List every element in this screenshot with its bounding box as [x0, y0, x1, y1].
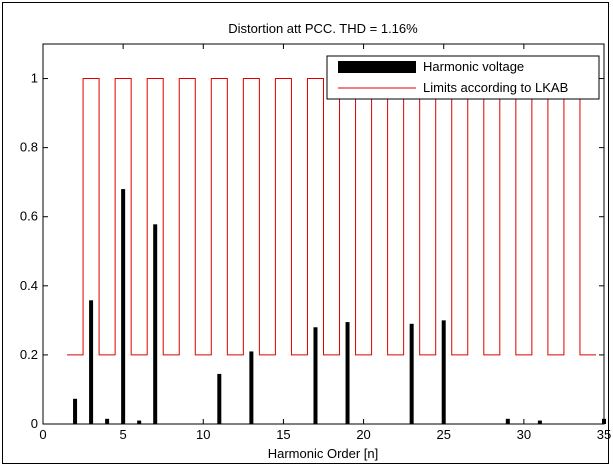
harmonic-bar [537, 420, 542, 424]
x-tick-label: 10 [196, 427, 210, 442]
x-tick-label: 20 [356, 427, 370, 442]
legend: Harmonic voltage Limits according to LKA… [326, 55, 600, 100]
y-tick-label: 0.6 [20, 209, 38, 224]
harmonic-bar [505, 418, 510, 424]
legend-label-limits: Limits according to LKAB [423, 80, 568, 95]
y-tick-label: 0.4 [20, 278, 38, 293]
x-tick-label: 35 [597, 427, 611, 442]
x-tick-label: 30 [517, 427, 531, 442]
harmonic-bar [153, 224, 158, 424]
harmonic-bar [121, 189, 126, 424]
harmonic-bar [249, 351, 254, 424]
y-tick-label: 0 [31, 416, 38, 431]
harmonic-bar [409, 323, 414, 424]
harmonic-bar [89, 300, 94, 424]
y-tick-label: 1 [31, 71, 38, 86]
x-axis-label: Harmonic Order [n] [268, 446, 379, 461]
harmonic-bar [441, 320, 446, 424]
harmonic-bar [313, 327, 318, 424]
legend-label-harmonic-voltage: Harmonic voltage [423, 59, 524, 74]
legend-swatch-harmonic-voltage [338, 61, 416, 73]
y-tick-label: 0.2 [20, 347, 38, 362]
x-tick-label: 25 [436, 427, 450, 442]
x-tick-label: 0 [39, 427, 46, 442]
harmonic-bar [73, 398, 78, 424]
harmonic-bar [105, 418, 110, 424]
harmonic-bar [137, 420, 142, 424]
chart-title: Distortion att PCC. THD = 1.16% [228, 21, 418, 36]
x-tick-label: 5 [120, 427, 127, 442]
y-tick-label: 0.8 [20, 140, 38, 155]
x-tick-label: 15 [276, 427, 290, 442]
harmonic-bar [345, 322, 350, 424]
harmonic-bar [217, 373, 222, 424]
